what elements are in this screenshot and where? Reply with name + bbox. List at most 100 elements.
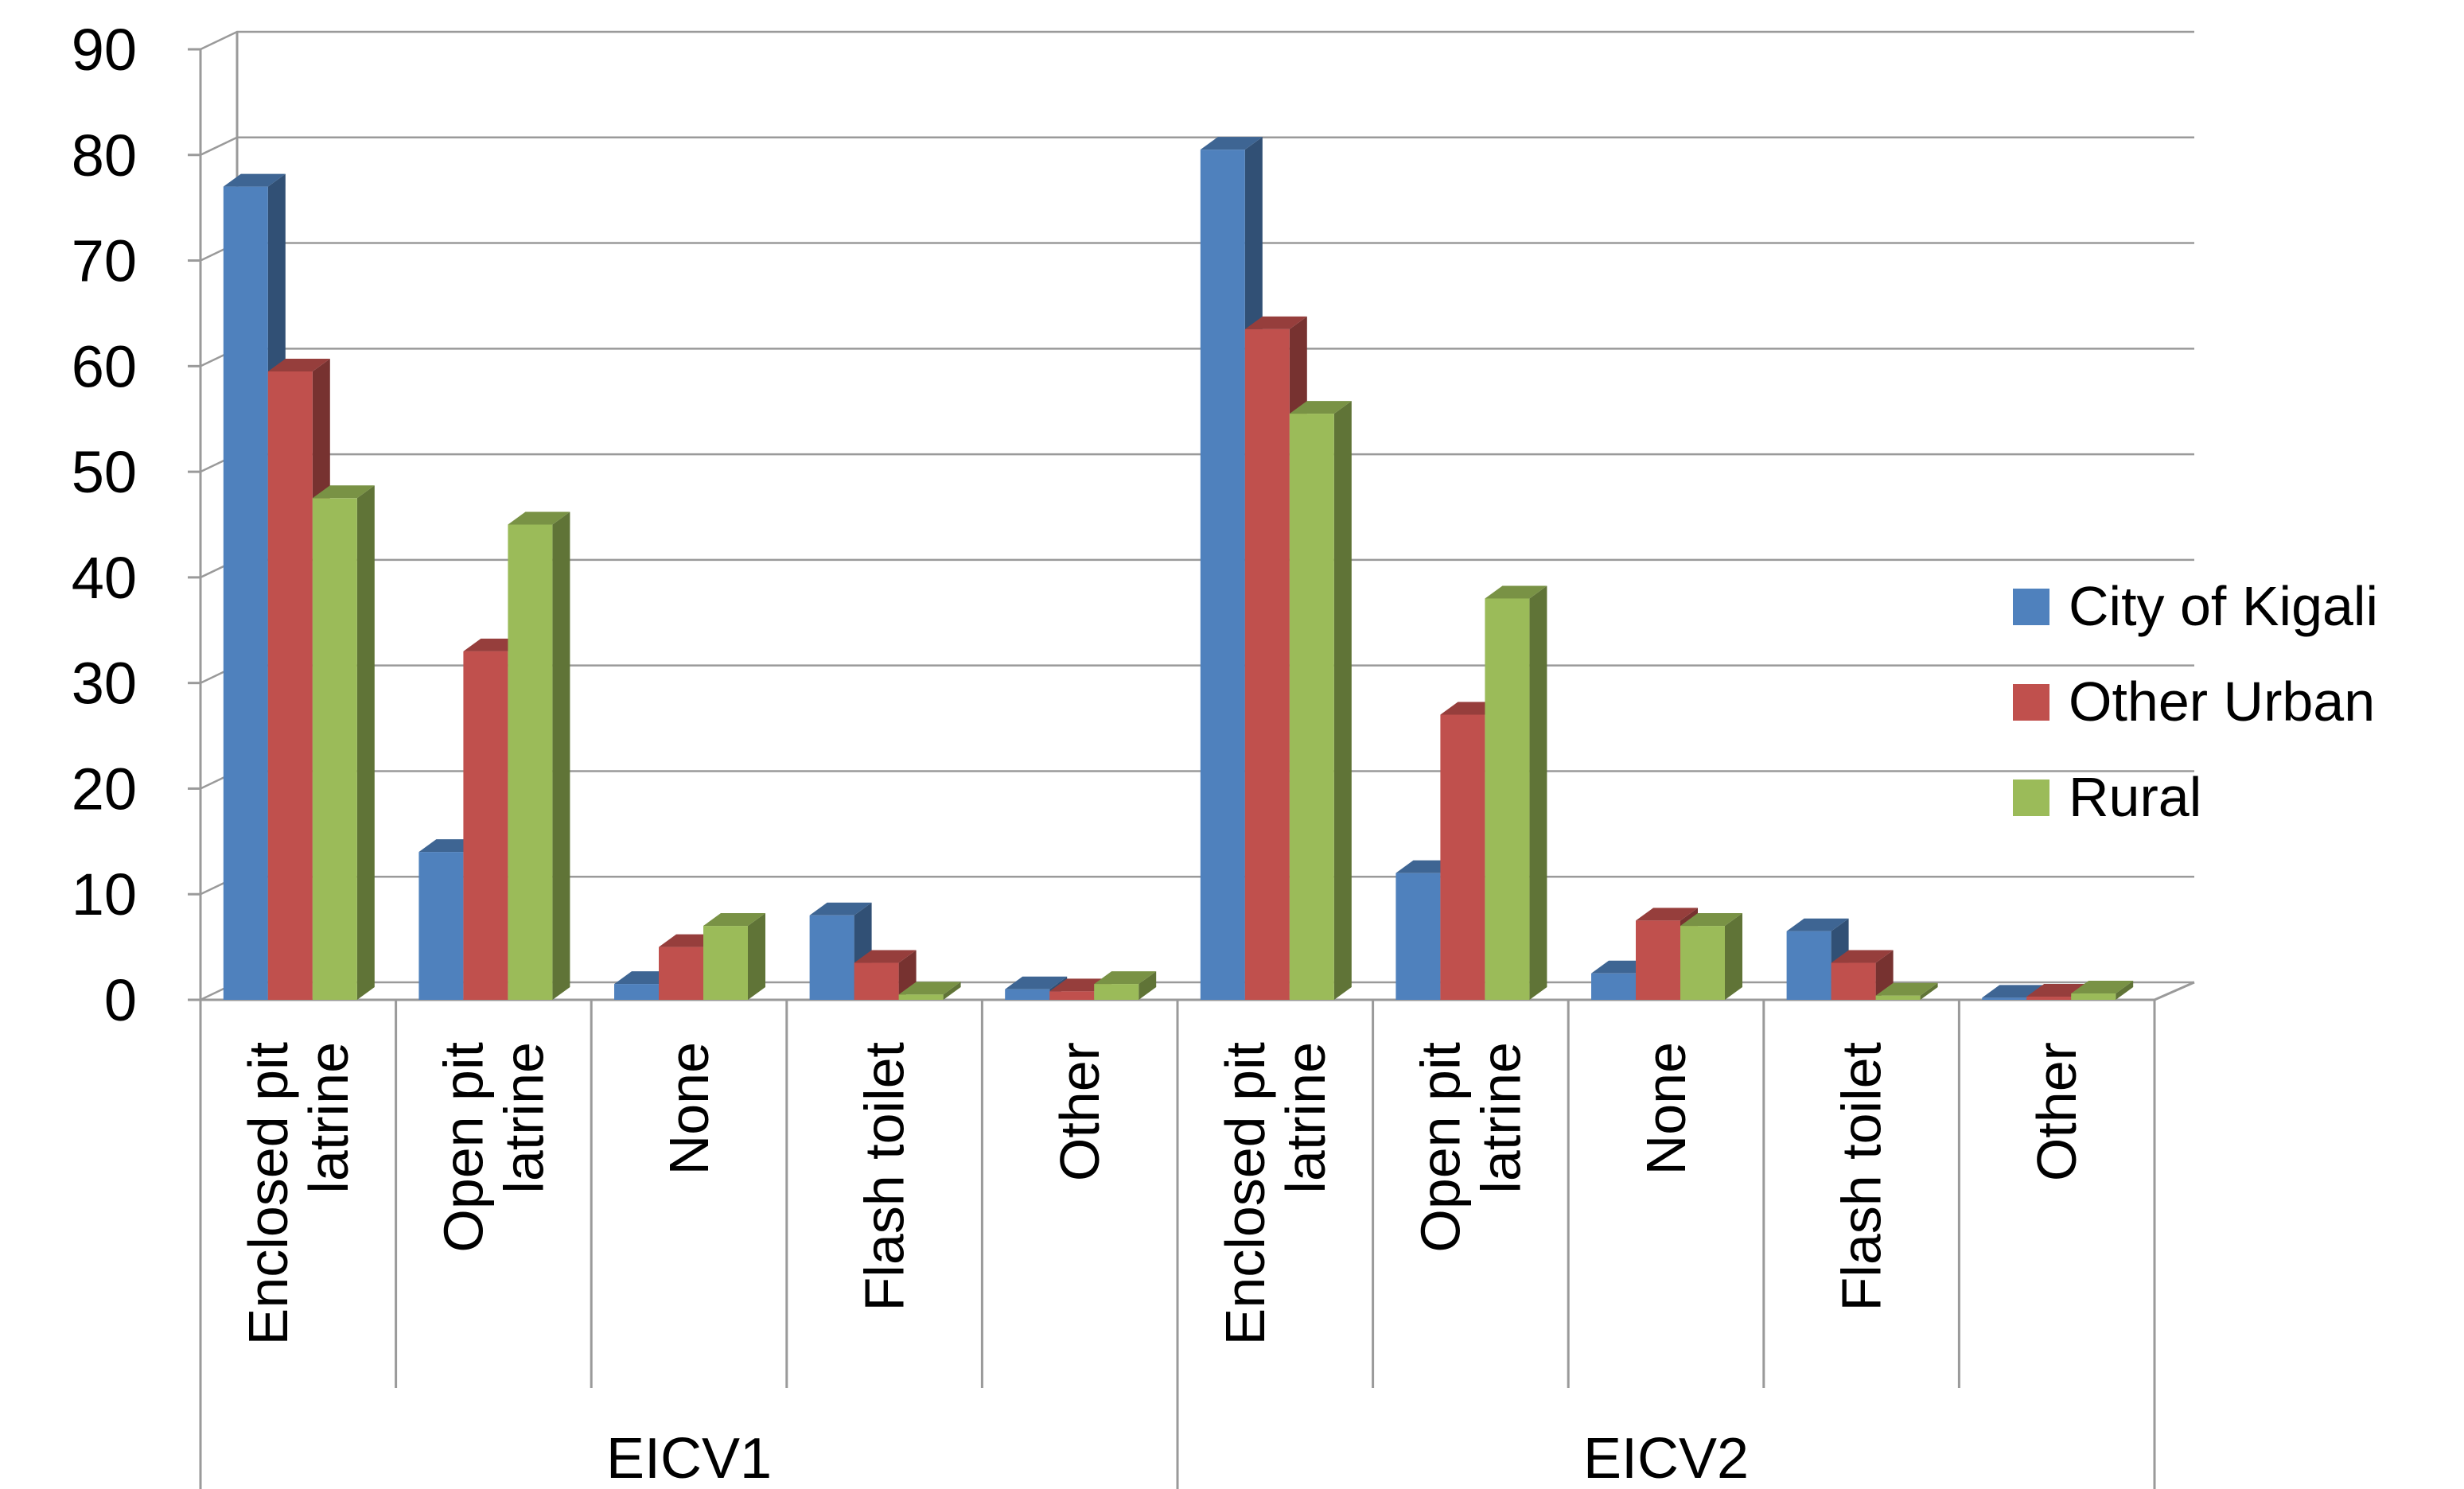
- x-category-label: None: [1635, 1042, 1697, 1175]
- bar-front: [1786, 931, 1831, 1000]
- bar-side: [1725, 913, 1742, 1000]
- bar-front: [1831, 962, 1876, 1000]
- x-category-label: Flash toilet: [854, 1042, 916, 1311]
- bar: [312, 485, 375, 1000]
- bar-top: [809, 902, 872, 916]
- bar-top: [1244, 316, 1307, 329]
- y-tick-label: 60: [72, 333, 137, 399]
- bar-top: [1786, 918, 1849, 931]
- bar-side: [943, 982, 961, 1000]
- bar-top: [1831, 950, 1894, 963]
- bar-front: [1591, 973, 1636, 1000]
- legend-swatch: [2013, 684, 2049, 721]
- gridline: [200, 348, 2194, 367]
- bar-top: [1289, 401, 1352, 414]
- floor-side-edge: [2154, 981, 2195, 1001]
- bar-front: [1485, 598, 1530, 1000]
- bar: [1485, 585, 1547, 1000]
- bar-side: [1920, 982, 1938, 1000]
- x-category-label: Flash toilet: [1831, 1042, 1893, 1311]
- bar-side: [356, 485, 375, 1000]
- y-axis: 0 10 20 30 40 50 60 70 80 90: [72, 17, 2195, 1033]
- legend-label: Other Urban: [2069, 671, 2375, 733]
- x-category-label: Enclosed pit: [1214, 1042, 1276, 1345]
- y-tick-label: 40: [72, 545, 137, 611]
- bar-top: [1680, 913, 1742, 927]
- bar-front: [703, 926, 748, 1000]
- bar: [508, 511, 570, 1000]
- bar: [1289, 401, 1352, 1000]
- y-tick-label: 20: [72, 756, 137, 822]
- bar-front: [312, 498, 357, 1000]
- y-tick-label: 10: [72, 861, 137, 927]
- gridline: [200, 30, 2194, 51]
- bar-front: [809, 915, 854, 1000]
- bar-top: [1485, 585, 1547, 599]
- legend-swatch: [2013, 779, 2049, 816]
- bar: [1094, 971, 1157, 1000]
- bar: [1875, 982, 1938, 1000]
- bar-front: [1200, 150, 1245, 1000]
- x-category-label: latrine: [1275, 1042, 1337, 1194]
- bar-top: [1636, 908, 1698, 921]
- bar-top: [1200, 137, 1263, 150]
- bar-front: [463, 651, 508, 1000]
- bar-front: [659, 947, 703, 1000]
- x-category-label: None: [658, 1042, 720, 1175]
- bar: [1680, 913, 1742, 1000]
- bar-front: [1395, 873, 1441, 1000]
- bar-front: [1094, 984, 1139, 1000]
- y-tick-label: 50: [72, 439, 137, 505]
- y-tick-label: 80: [72, 122, 137, 189]
- bar-top: [267, 358, 330, 371]
- bar: [703, 913, 765, 1000]
- bar-front: [2071, 993, 2116, 1000]
- bar-front: [854, 962, 899, 1000]
- bar-top: [2071, 981, 2134, 994]
- bar-front: [2026, 997, 2072, 1000]
- bar-top: [1005, 976, 1068, 989]
- y-tick-label: 0: [104, 967, 137, 1033]
- x-category-label: latrine: [298, 1042, 360, 1194]
- bar-front: [223, 186, 268, 1001]
- x-category-label: Open pit: [1409, 1042, 1471, 1253]
- x-category-label: latrine: [1469, 1042, 1532, 1194]
- x-category-label: Open pit: [432, 1042, 494, 1253]
- bar-front: [898, 994, 944, 1000]
- bar: [898, 982, 961, 1000]
- gridline: [200, 453, 2194, 473]
- y-tick-label: 90: [72, 17, 137, 83]
- bar-front: [1244, 329, 1290, 1001]
- bar-side: [748, 913, 765, 1000]
- legend-label: City of Kigali: [2069, 575, 2378, 637]
- x-category-label: Other: [1049, 1042, 1111, 1181]
- x-category-label: Enclosed pit: [237, 1042, 299, 1345]
- bar-front: [1636, 920, 1680, 1000]
- bar-front: [1440, 714, 1485, 1000]
- bar-top: [312, 485, 375, 499]
- bar: [1005, 976, 1068, 1000]
- gridline: [200, 136, 2194, 156]
- y-tick-label: 70: [72, 228, 137, 294]
- legend: City of Kigali Other Urban Rural: [2013, 575, 2378, 828]
- bar-front: [1982, 997, 2027, 1000]
- bar: [2071, 981, 2134, 1000]
- bar-top: [854, 950, 917, 963]
- bar-top: [508, 511, 570, 525]
- x-category-label: latrine: [492, 1042, 555, 1194]
- bar-front: [1680, 926, 1725, 1000]
- legend-swatch: [2013, 589, 2049, 625]
- bar-side: [1139, 971, 1157, 1000]
- bar-top: [898, 982, 961, 995]
- bar-front: [614, 984, 659, 1000]
- bar-top: [1875, 982, 1938, 996]
- bar-front: [1049, 991, 1095, 1000]
- bar-front: [267, 371, 313, 1000]
- bar-side: [1333, 401, 1352, 1000]
- bar-top: [1982, 985, 2045, 998]
- gridline: [200, 242, 2194, 262]
- legend-label: Rural: [2069, 766, 2201, 828]
- bar-front: [508, 524, 553, 1000]
